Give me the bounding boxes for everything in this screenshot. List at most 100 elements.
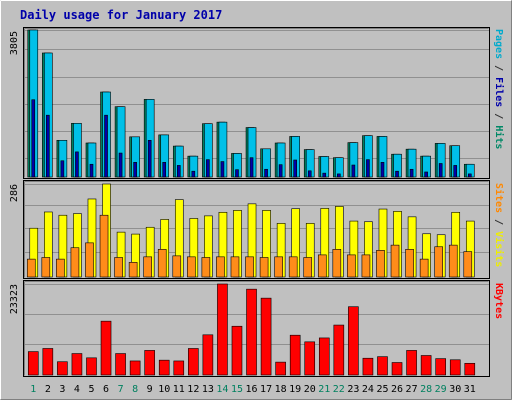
x-tick-day-24: 24 [362,384,374,395]
bar-sites [361,254,371,278]
bar-kbytes [42,348,54,376]
bar-kbytes [173,360,185,376]
y-tick-hits-max: 3805 [9,31,20,55]
bar-sites [157,249,167,278]
bar-kbytes [348,306,359,376]
bar-sites [303,257,313,278]
bar-sites [187,256,196,278]
bar-sites [405,249,414,278]
kbytes-panel: 23323 KBytes [9,280,504,377]
x-tick-day-2: 2 [45,384,51,395]
x-tick-day-28: 28 [420,384,432,395]
bar-pages [424,171,428,178]
bar-pages [89,163,94,178]
x-tick-day-16: 16 [246,384,258,395]
side-label-kbytes: KBytes [493,283,504,319]
x-tick-day-19: 19 [289,384,301,395]
bar-pages [249,157,254,178]
x-tick-day-8: 8 [132,384,138,395]
side-label-visits: Visits [493,231,505,267]
bar-sites [230,256,240,278]
hits-files-pages-bars [25,29,489,178]
bar-pages [293,159,297,178]
bar-sites [376,250,385,278]
side-label-text: KBytes [493,283,504,319]
bar-pages [307,170,312,178]
x-tick-day-27: 27 [406,384,418,395]
x-tick-day-1: 1 [30,384,36,395]
bar-sites [274,256,283,278]
bar-pages [118,152,123,178]
bar-kbytes [57,361,68,376]
bar-kbytes [129,360,141,376]
bar-kbytes [115,353,126,376]
bar-kbytes [304,341,316,376]
bar-pages [162,162,167,178]
sites-visits-side-label: Sites / Visits [493,183,505,267]
y-tick-kbytes-max: 23323 [9,284,20,314]
bar-kbytes [86,357,97,376]
x-tick-day-23: 23 [347,384,359,395]
bar-kbytes [275,361,286,376]
x-tick-day-11: 11 [173,384,185,395]
bar-pages [337,173,341,178]
bar-kbytes [449,359,461,376]
bar-sites [70,247,80,278]
bar-kbytes [362,357,374,376]
x-tick-day-4: 4 [74,384,80,395]
bar-kbytes [100,320,112,376]
side-label-pages: Pages [493,29,504,59]
bar-sites [128,262,138,278]
bar-kbytes [246,288,257,376]
side-label-separator: / [493,213,504,231]
x-tick-day-22: 22 [333,384,345,395]
x-tick-day-3: 3 [59,384,65,395]
bar-kbytes [71,353,83,376]
bar-pages [176,165,181,178]
bar-kbytes [202,334,214,376]
bar-pages [147,140,152,178]
bar-pages [380,162,385,178]
x-tick-day-31: 31 [464,384,476,395]
x-tick-day-30: 30 [449,384,461,395]
bar-sites [201,257,211,278]
pages-files-hits-side-label: Pages / Files / Hits [493,29,505,149]
bar-pages [409,168,414,178]
bar-sites [85,242,94,278]
bar-kbytes [377,356,388,376]
bar-sites [448,244,458,278]
side-label-separator: / [493,59,504,77]
bar-pages [60,160,65,178]
bar-sites [390,244,400,278]
bar-pages [264,168,268,178]
bar-sites [463,251,473,278]
x-tick-day-12: 12 [187,384,199,395]
bar-sites [56,258,65,278]
side-label-text: Sites / Visits [493,183,505,267]
bar-kbytes [144,350,155,376]
bar-kbytes [27,351,39,376]
bar-pages [395,170,399,178]
x-tick-day-29: 29 [435,384,447,395]
visits-sites-bars [25,183,489,278]
bar-pages [366,159,370,178]
x-tick-day-25: 25 [376,384,388,395]
chart-title: Daily usage for January 2017 [20,8,222,22]
x-tick-day-14: 14 [216,384,228,395]
side-label-separator: / [493,107,504,125]
side-label-text: Pages / Files / Hits [493,29,505,149]
bar-pages [104,114,108,178]
bar-sites [114,257,123,278]
bar-sites [419,258,429,278]
x-tick-day-6: 6 [103,384,109,395]
bar-sites [143,256,152,278]
bar-sites [41,257,51,278]
bar-pages [351,164,356,178]
bar-sites [172,255,182,278]
bar-kbytes [260,297,272,376]
bar-pages [31,99,36,178]
bar-sites [288,256,298,278]
bar-kbytes [420,355,432,376]
bar-kbytes [217,283,228,376]
